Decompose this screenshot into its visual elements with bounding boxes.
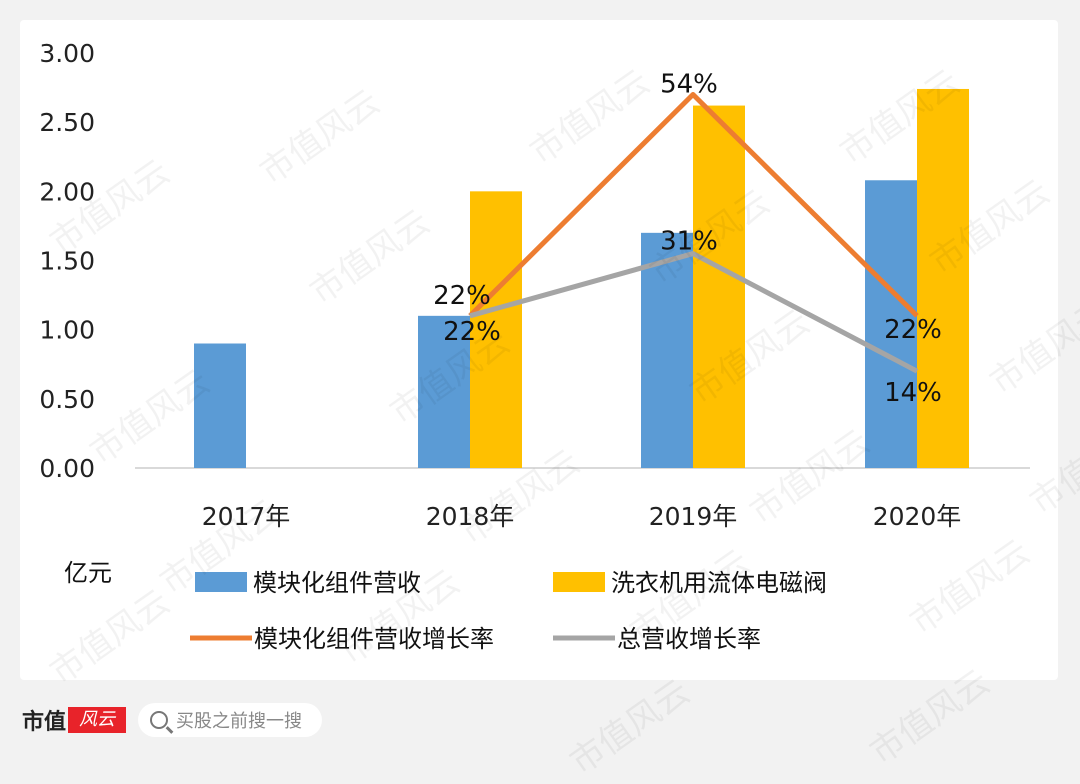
line-module-growth xyxy=(468,92,919,318)
data-label: 54% xyxy=(660,70,718,100)
data-label: 14% xyxy=(884,378,942,408)
y-tick-label: 1.00 xyxy=(39,316,95,345)
data-label: 31% xyxy=(660,227,718,257)
x-tick-label: 2020年 xyxy=(873,502,962,531)
y-tick-label: 3.00 xyxy=(39,39,95,68)
search-box[interactable]: 买股之前搜一搜 xyxy=(138,703,323,737)
bar-module-revenue xyxy=(641,232,693,468)
y-tick-label: 0.50 xyxy=(39,385,95,414)
y-tick-label: 1.50 xyxy=(39,247,95,276)
y-tick-label: 2.00 xyxy=(39,177,95,206)
search-icon xyxy=(150,711,169,729)
bar-solenoid-valve xyxy=(917,88,969,468)
legend-label: 模块化组件营收 xyxy=(253,569,421,597)
bar-module-revenue xyxy=(865,180,917,468)
x-tick-label: 2018年 xyxy=(426,502,515,531)
bar-module-revenue xyxy=(418,315,470,468)
x-tick-label: 2019年 xyxy=(649,502,738,531)
bar-solenoid-valve xyxy=(470,191,522,469)
legend-label: 模块化组件营收增长率 xyxy=(254,625,494,653)
legend-label: 总营收增长率 xyxy=(617,625,761,653)
legend-label: 洗衣机用流体电磁阀 xyxy=(611,569,827,597)
legend-swatch xyxy=(195,572,247,592)
legend-swatch xyxy=(553,572,605,592)
data-label: 22% xyxy=(443,317,501,347)
data-label: 22% xyxy=(884,315,942,345)
brand-name: 市值 xyxy=(22,709,67,735)
y-tick-label: 0.00 xyxy=(39,454,95,483)
y-tick-label: 2.50 xyxy=(39,108,95,137)
combo-chart: 0.00 0.50 1.00 1.50 2.00 2.50 3.00 2017年 2018年 20… xyxy=(39,39,1030,653)
x-tick-label: 2017年 xyxy=(202,502,291,531)
y-axis-unit: 亿元 xyxy=(64,559,112,587)
brand-logo: 风云 xyxy=(68,707,127,733)
line-total-growth xyxy=(469,251,919,374)
bar-solenoid-valve xyxy=(693,105,745,469)
footer: 市值 风云 买股之前搜一搜 xyxy=(22,703,323,737)
bar-module-revenue xyxy=(194,343,246,468)
search-placeholder: 买股之前搜一搜 xyxy=(176,711,303,732)
data-label: 22% xyxy=(433,281,491,311)
